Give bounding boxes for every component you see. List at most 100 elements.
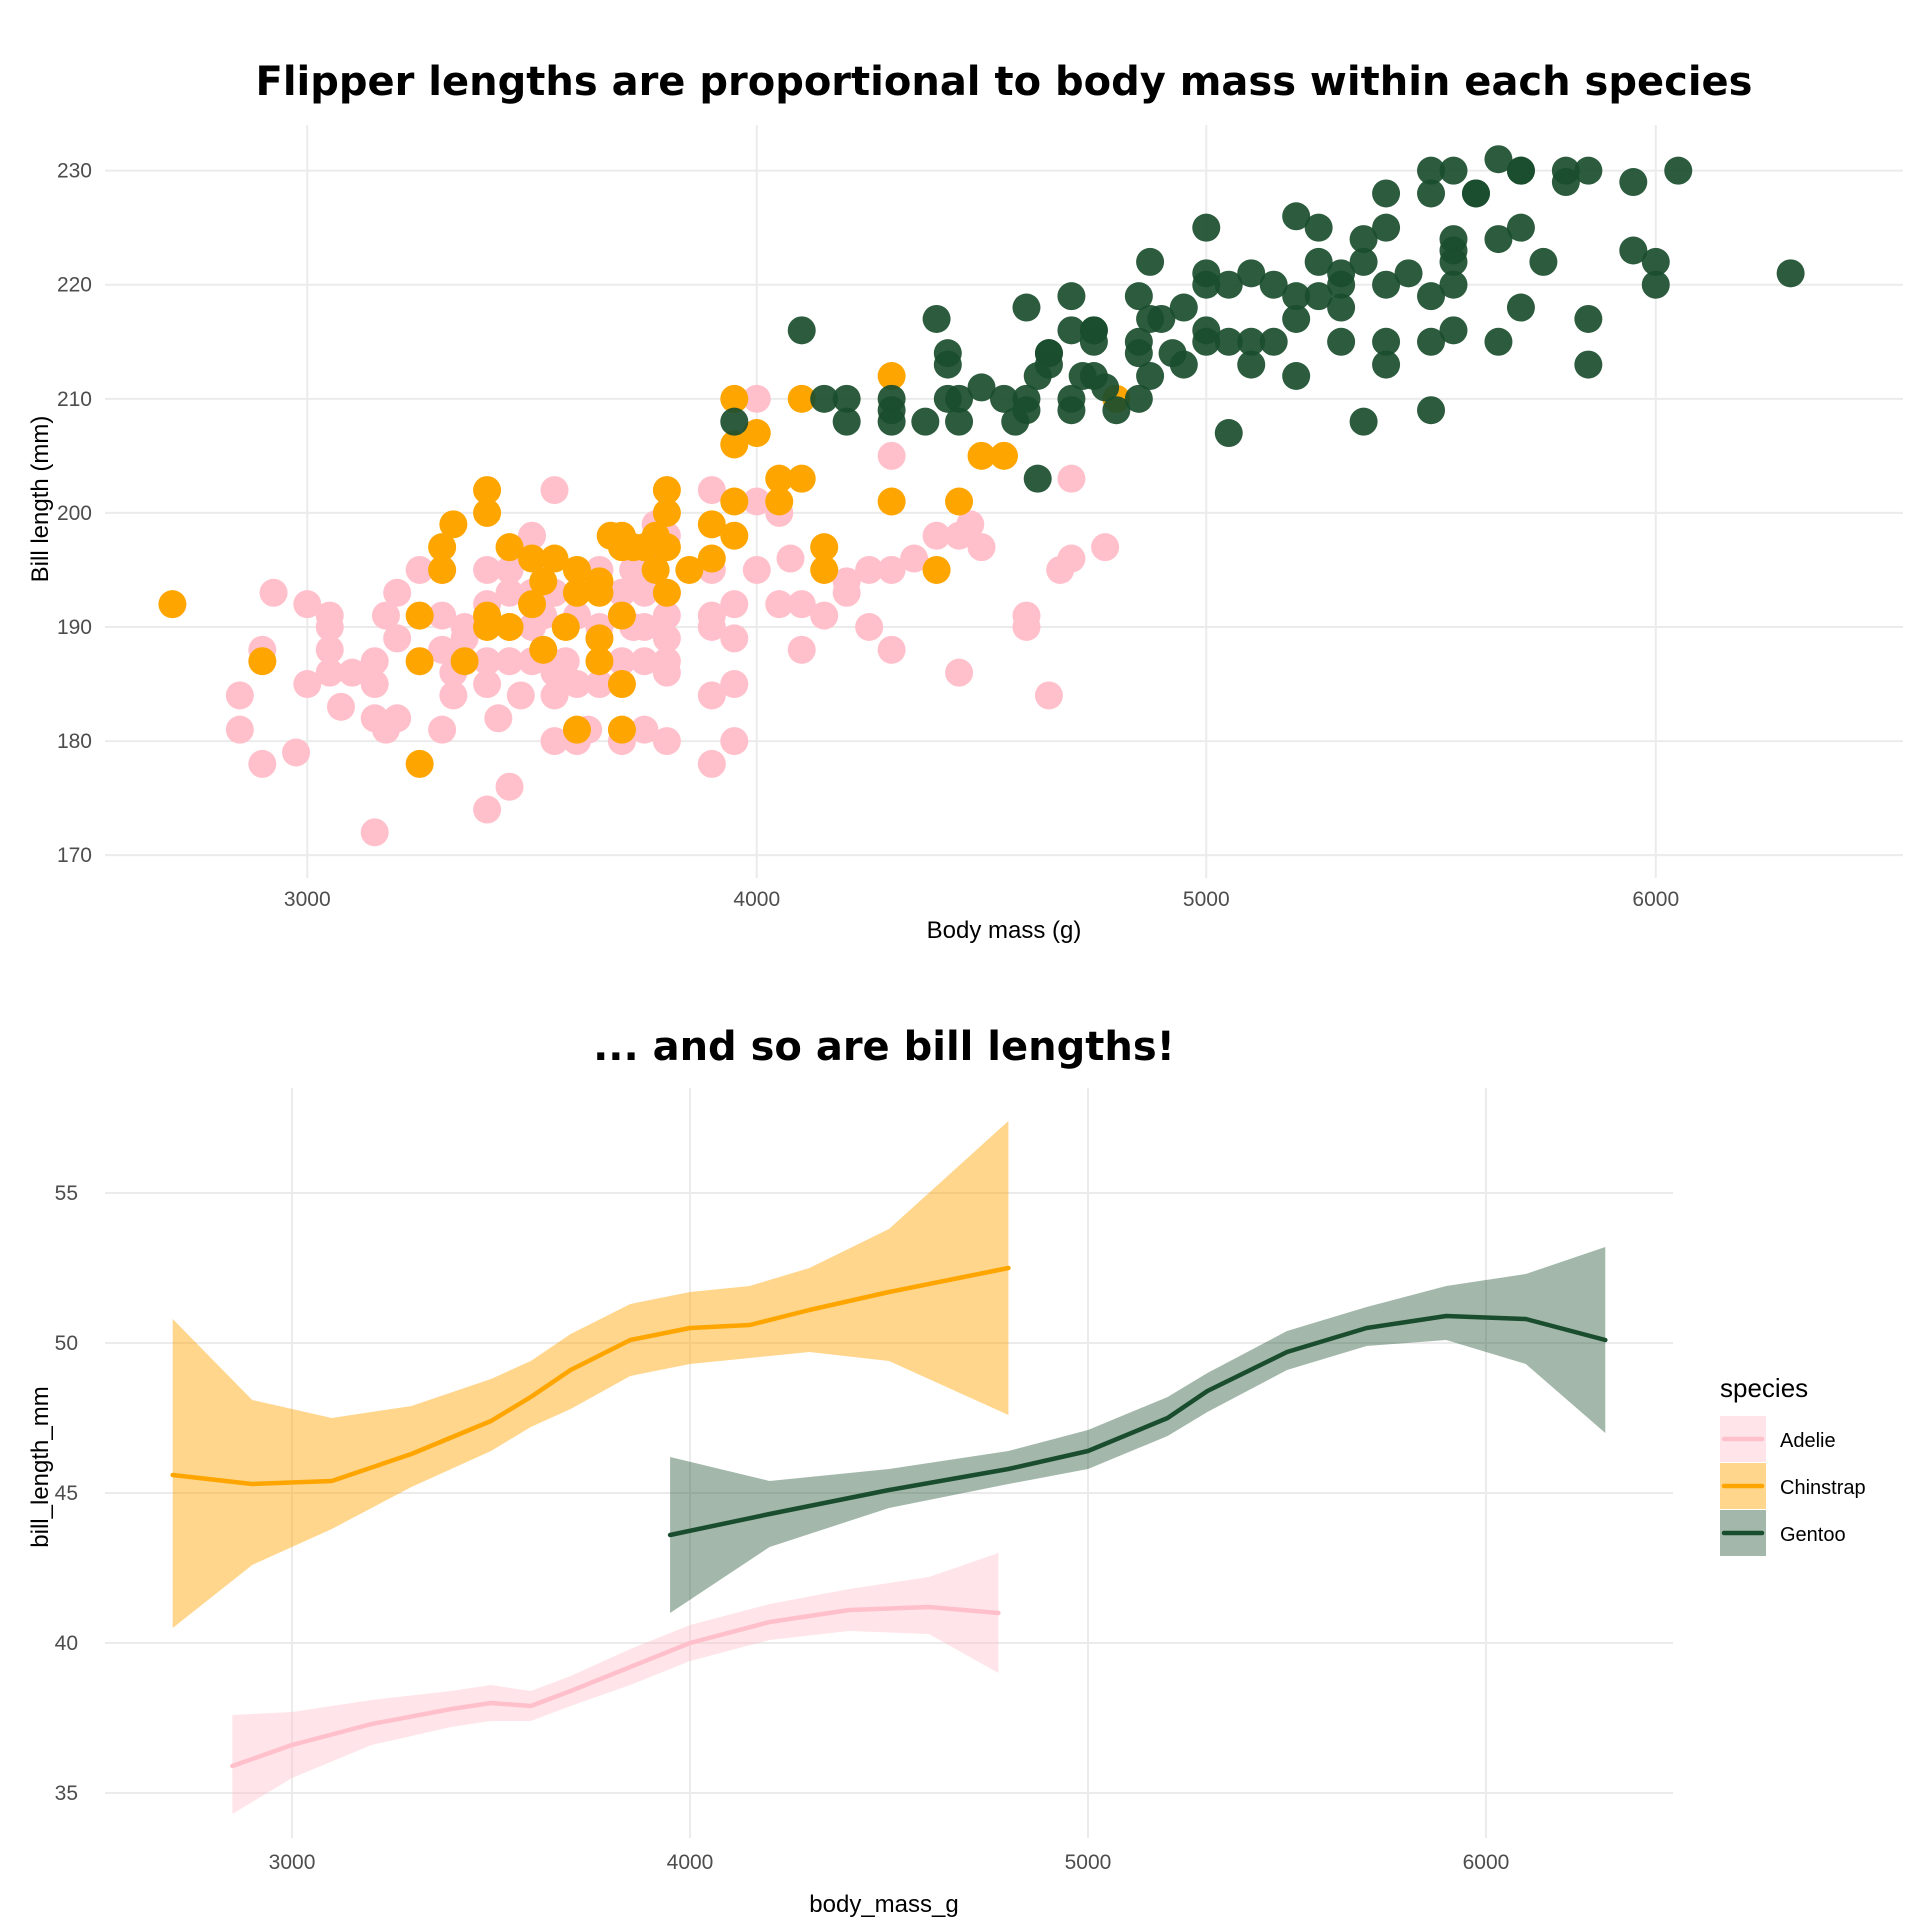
data-point bbox=[540, 476, 569, 505]
data-point bbox=[428, 635, 457, 664]
data-point bbox=[1484, 145, 1513, 174]
data-point bbox=[967, 441, 996, 470]
data-point bbox=[1259, 270, 1288, 299]
smooth-series bbox=[170, 1121, 1608, 1814]
data-point bbox=[787, 464, 816, 493]
data-point bbox=[1169, 350, 1198, 379]
legend-item-gentoo: Gentoo bbox=[1720, 1510, 1846, 1556]
legend: species Adelie Chinstrap Gentoo bbox=[1720, 1373, 1866, 1556]
data-point bbox=[742, 419, 771, 448]
data-point bbox=[1282, 282, 1311, 311]
data-point bbox=[1304, 282, 1333, 311]
data-point bbox=[697, 476, 726, 505]
data-point bbox=[1192, 270, 1221, 299]
scatter-points bbox=[158, 145, 1805, 847]
data-point bbox=[1417, 282, 1446, 311]
legend-item-adelie: Adelie bbox=[1720, 1416, 1836, 1462]
smooth-title: ... and so are bill lengths! bbox=[593, 1024, 1175, 1070]
x-tick-label: 3000 bbox=[284, 888, 331, 911]
legend-label: Chinstrap bbox=[1780, 1477, 1866, 1499]
data-point bbox=[1417, 179, 1446, 208]
series-adelie bbox=[230, 1553, 1001, 1814]
data-point bbox=[1136, 247, 1165, 276]
data-point bbox=[765, 590, 794, 619]
data-point bbox=[248, 749, 277, 778]
y-tick-label: 40 bbox=[55, 1632, 78, 1655]
data-point bbox=[697, 613, 726, 641]
data-point bbox=[922, 555, 951, 584]
data-point bbox=[1079, 316, 1108, 345]
data-point bbox=[1372, 179, 1401, 208]
series-gentoo bbox=[720, 145, 1805, 493]
data-point bbox=[1619, 236, 1648, 265]
x-tick-label: 4000 bbox=[733, 888, 780, 911]
data-point bbox=[495, 533, 524, 562]
data-point bbox=[518, 590, 547, 619]
data-point bbox=[259, 578, 288, 607]
data-point bbox=[282, 738, 311, 767]
data-point bbox=[562, 555, 591, 584]
data-point bbox=[495, 647, 524, 676]
x-tick-label: 4000 bbox=[667, 1851, 714, 1874]
data-point bbox=[742, 555, 771, 584]
data-point bbox=[855, 613, 884, 641]
data-point bbox=[450, 624, 479, 653]
data-point bbox=[1237, 327, 1266, 356]
data-point bbox=[1034, 350, 1063, 379]
data-point bbox=[1057, 316, 1086, 345]
data-point bbox=[293, 670, 322, 699]
data-point bbox=[652, 658, 681, 687]
data-point bbox=[158, 590, 187, 619]
data-point bbox=[945, 407, 974, 436]
data-point bbox=[428, 715, 457, 744]
confidence-ribbon bbox=[172, 1121, 1009, 1628]
scatter-tick-labels: 3000 4000 5000 6000 170 180 190 200 210 220 230 bbox=[57, 160, 1679, 911]
data-point bbox=[1124, 339, 1153, 368]
data-point bbox=[473, 795, 502, 824]
data-point bbox=[338, 658, 367, 687]
data-point bbox=[518, 544, 547, 573]
data-point bbox=[720, 430, 749, 459]
data-point bbox=[945, 658, 974, 687]
x-tick-label: 3000 bbox=[269, 1851, 316, 1874]
data-point bbox=[585, 624, 614, 653]
data-point bbox=[1417, 156, 1446, 185]
data-point bbox=[1439, 270, 1468, 299]
data-point bbox=[720, 407, 749, 436]
data-point bbox=[697, 510, 726, 539]
data-point bbox=[428, 533, 457, 562]
data-point bbox=[1439, 156, 1468, 185]
data-point bbox=[765, 464, 794, 493]
data-point bbox=[1664, 156, 1693, 185]
data-point bbox=[810, 384, 839, 413]
data-point bbox=[607, 670, 636, 699]
data-point bbox=[1529, 247, 1558, 276]
data-point bbox=[1192, 213, 1221, 242]
data-point bbox=[1349, 225, 1378, 254]
data-point bbox=[787, 316, 816, 345]
smooth-line bbox=[667, 1313, 1608, 1538]
data-point bbox=[933, 350, 962, 379]
data-point bbox=[810, 533, 839, 562]
data-point bbox=[1574, 304, 1603, 333]
data-point bbox=[540, 681, 569, 710]
smooth-line bbox=[230, 1604, 1001, 1769]
data-point bbox=[473, 555, 502, 584]
y-tick-label: 210 bbox=[57, 388, 92, 411]
data-point bbox=[428, 555, 457, 584]
scatter-x-axis-title: Body mass (g) bbox=[927, 917, 1082, 944]
y-tick-label: 180 bbox=[57, 730, 92, 753]
data-point bbox=[1091, 373, 1120, 402]
data-point bbox=[495, 578, 524, 607]
data-point bbox=[1214, 270, 1243, 299]
data-point bbox=[1282, 304, 1311, 333]
data-point bbox=[877, 441, 906, 470]
scatter-title: Flipper lengths are proportional to body… bbox=[256, 59, 1753, 105]
legend-label: Adelie bbox=[1780, 1430, 1836, 1452]
scatter-y-axis-title: Bill length (mm) bbox=[27, 416, 54, 583]
data-point bbox=[371, 601, 400, 630]
data-point bbox=[405, 601, 434, 630]
data-point bbox=[1506, 156, 1535, 185]
y-tick-label: 190 bbox=[57, 616, 92, 639]
data-point bbox=[473, 647, 502, 676]
